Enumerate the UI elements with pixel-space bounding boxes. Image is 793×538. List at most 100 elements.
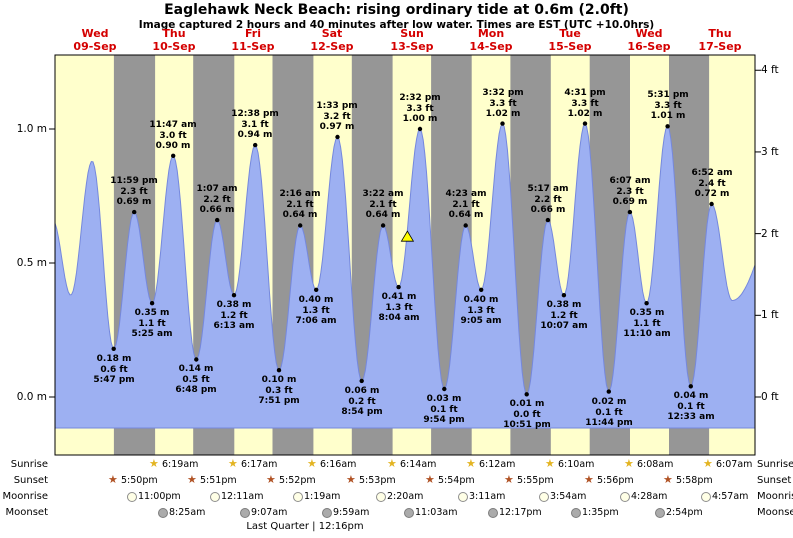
sunset-time: 5:56pm [597,475,634,486]
tide-annotation: 0.38 m 1.2 ft 10:07 am [540,300,588,331]
moonset-time: 11:03am [415,507,458,518]
tide-annotation: 5:31 pm 3.3 ft 1.01 m [647,90,689,121]
tide-extreme-dot [149,301,155,306]
tide-annotation: 4:23 am 2.1 ft 0.64 m [445,189,487,220]
tide-annotation: 0.41 m 1.3 ft 8:04 am [378,292,420,323]
moonset-time: 2:54pm [666,507,703,518]
day-label: Thu 17-Sep [698,27,742,53]
y-axis-label-ft: 1 ft [761,309,779,321]
tide-extreme-dot [276,368,282,373]
sunrise-icon: ★ [703,457,713,470]
tide-extreme-dot [606,389,611,394]
sunset-icon: ★ [425,473,435,486]
tide-annotation: 0.10 m 0.3 ft 7:51 pm [258,375,300,406]
tide-annotation: 0.03 m 0.1 ft 9:54 pm [423,394,465,425]
sunrise-icon: ★ [387,457,397,470]
tide-extreme-dot [463,223,468,228]
day-label: Thu 10-Sep [152,27,196,53]
plot-border [54,54,756,456]
tide-extreme-dot [231,293,237,298]
sunset-time: 5:54pm [438,475,475,486]
tide-annotation: 6:52 am 2.4 ft 0.72 m [691,168,733,199]
tide-extreme-dot [665,124,670,129]
sunset-time: 5:51pm [200,475,237,486]
moonrise-row-label-left: Moonrise [2,491,48,502]
tide-extreme-dot [335,134,340,140]
tide-annotation: 0.40 m 1.3 ft 7:06 am [295,295,337,326]
sunrise-icon: ★ [466,457,476,470]
tide-annotation: 0.06 m 0.2 ft 8:54 pm [341,386,383,417]
tide-annotation: 12:38 pm 3.1 ft 0.94 m [231,109,279,140]
moonset-time: 9:07am [251,507,288,518]
tide-extreme-dot [111,346,116,351]
tide-annotation: 5:17 am 2.2 ft 0.66 m [527,184,569,215]
moonset-icon [571,508,581,518]
tide-annotation: 0.40 m 1.3 ft 9:05 am [460,295,502,326]
tide-extreme-dot [132,209,137,215]
moonrise-icon [620,492,630,502]
sunrise-time: 6:14am [400,459,437,470]
moon-phase-label: Last Quarter | 12:16pm [246,521,364,532]
moonrise-time: 4:57am [712,491,749,502]
tide-area [54,122,756,429]
tide-annotation: 2:32 pm 3.3 ft 1.00 m [399,93,441,124]
moonset-icon [488,508,498,518]
sunset-row-label-left: Sunset [13,475,48,486]
sunrise-icon: ★ [228,457,238,470]
tide-annotation: 11:47 am 3.0 ft 0.90 m [149,120,197,151]
tide-annotation: 4:31 pm 3.3 ft 1.02 m [564,88,606,119]
sunset-icon: ★ [346,473,356,486]
sunset-time: 5:55pm [517,475,554,486]
moonset-icon [158,508,168,518]
moonrise-icon [539,492,549,502]
tide-extreme-dot [688,384,693,389]
tide-extreme-dot [582,121,588,126]
y-axis-label-ft: 4 ft [761,64,779,76]
moonrise-time: 1:19am [304,491,341,502]
day-label: Sat 12-Sep [310,27,354,53]
sunset-icon: ★ [663,473,673,486]
moonrise-time: 3:54am [550,491,587,502]
moonrise-icon [293,492,303,502]
sunset-row-label-right: Sunset [757,475,792,486]
moonset-row-label-right: Moonset [757,507,793,518]
sunrise-icon: ★ [545,457,555,470]
tide-extreme-dot [396,284,401,290]
moonset-icon [240,508,250,518]
sunrise-time: 6:10am [558,459,595,470]
tide-extreme-dot [479,287,484,292]
moonset-icon [322,508,332,518]
moonrise-time: 4:28am [631,491,668,502]
tide-annotation: 0.02 m 0.1 ft 11:44 pm [585,397,633,428]
y-axis-label-ft: 3 ft [761,146,779,158]
moonset-time: 8:25am [169,507,206,518]
moonset-row-label-left: Moonset [5,507,49,518]
moonset-icon [404,508,414,518]
day-label: Wed 09-Sep [73,27,117,53]
moonset-time: 12:17pm [499,507,542,518]
sunrise-icon: ★ [624,457,634,470]
tide-annotation: 0.35 m 1.1 ft 11:10 am [623,308,671,339]
tide-annotation: 2:16 am 2.1 ft 0.64 m [279,189,321,220]
sunset-icon: ★ [504,473,514,486]
y-axis-label-m: 1.0 m [16,123,47,135]
y-axis-label-m: 0.5 m [16,257,47,269]
tide-extreme-dot [709,201,714,207]
chart-subtitle: Image captured 2 hours and 40 minutes af… [138,19,655,31]
day-label: Fri 11-Sep [231,27,275,53]
tide-extreme-dot [314,287,319,292]
tide-extreme-dot [644,301,649,306]
tide-annotation: 11:59 pm 2.3 ft 0.69 m [110,176,158,207]
sunrise-time: 6:07am [716,459,753,470]
moonrise-icon [701,492,711,502]
sunrise-row-label-left: Sunrise [10,459,48,470]
sunset-time: 5:52pm [279,475,316,486]
moonrise-icon [210,492,220,502]
moonset-time: 9:59am [333,507,370,518]
tide-extreme-dot [253,142,258,148]
tide-annotation: 3:32 pm 3.3 ft 1.02 m [482,88,524,119]
sunset-icon: ★ [584,473,594,486]
sunrise-time: 6:19am [162,459,199,470]
sunrise-time: 6:12am [479,459,516,470]
